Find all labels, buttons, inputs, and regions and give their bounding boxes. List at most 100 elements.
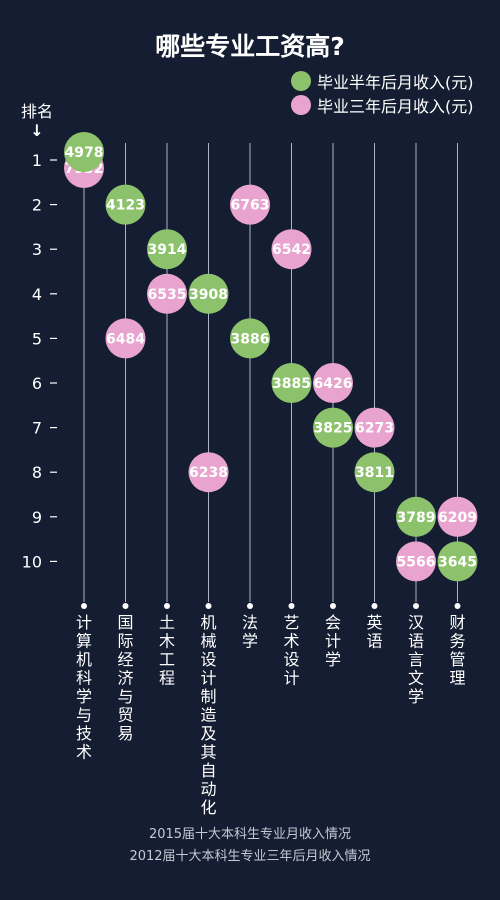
bubble-three-year-label: 6273 bbox=[355, 421, 394, 437]
major-column-dot bbox=[81, 603, 87, 609]
major-column-dot bbox=[247, 603, 253, 609]
bubble-half-year-label: 3914 bbox=[148, 242, 187, 258]
major-label-char: 算 bbox=[76, 632, 92, 651]
bubbles: 7932648465356238676365426426627355666209… bbox=[64, 132, 478, 582]
rank-tick-label: 10 bbox=[22, 552, 42, 571]
rank-tick-label: 2 bbox=[32, 196, 42, 215]
bubble-half-year bbox=[313, 407, 353, 448]
major-label-char: 法 bbox=[242, 613, 258, 632]
major-label-char: 务 bbox=[449, 632, 465, 651]
bubble-three-year bbox=[396, 541, 436, 582]
major-label-char: 贸 bbox=[117, 706, 133, 725]
footnote-2: 2012届十大本科生专业三年后月收入情况 bbox=[129, 849, 370, 864]
bubble-three-year bbox=[188, 452, 229, 493]
major-label-char: 土 bbox=[159, 613, 175, 632]
major-label-char: 设 bbox=[200, 650, 216, 669]
bubble-half-year bbox=[396, 496, 436, 537]
bubble-three-year bbox=[271, 229, 312, 270]
bubble-half-year bbox=[230, 318, 270, 359]
major-label-char: 机 bbox=[76, 650, 92, 669]
major-columns: 计算机科学与技术国际经济与贸易土木工程机械设计制造及其自动化法学艺术设计会计学英… bbox=[76, 143, 466, 817]
major-column-dot bbox=[330, 603, 336, 609]
bubble-three-year bbox=[313, 363, 353, 403]
bubble-half-year-label: 3825 bbox=[314, 421, 353, 437]
major-label-char: 文 bbox=[408, 669, 424, 688]
major-label-char: 英 bbox=[366, 613, 382, 632]
bubble-three-year-label: 6426 bbox=[314, 376, 353, 392]
major-label-char: 语 bbox=[408, 632, 424, 651]
major-label-char: 学 bbox=[76, 687, 92, 706]
major-label-char: 技 bbox=[76, 724, 92, 743]
bubble-half-year-label: 3789 bbox=[397, 510, 436, 526]
rank-tick-label: 3 bbox=[32, 240, 42, 259]
bubble-three-year-label: 6542 bbox=[272, 242, 311, 258]
major-label-char: 计 bbox=[76, 613, 92, 632]
bubble-half-year-label: 3885 bbox=[272, 376, 311, 392]
bubble-half-year-label: 3886 bbox=[231, 331, 270, 347]
legend: 毕业半年后月收入(元) 毕业三年后月收入(元) bbox=[291, 71, 474, 116]
legend-swatch-half-year bbox=[291, 71, 311, 91]
major-label: 会计学 bbox=[325, 613, 341, 669]
major-label-char: 计 bbox=[325, 632, 341, 651]
rank-axis-label: 排名 bbox=[21, 102, 53, 121]
major-column-dot bbox=[454, 603, 461, 609]
major-label-char: 学 bbox=[242, 632, 258, 651]
major-label-char: 自 bbox=[200, 761, 216, 780]
bubble-half-year bbox=[354, 452, 395, 493]
bubble-half-year bbox=[437, 541, 478, 582]
major-column-dot bbox=[122, 603, 129, 609]
major-label-char: 动 bbox=[200, 780, 216, 799]
rank-tick-label: 6 bbox=[32, 374, 42, 393]
major-label-char: 与 bbox=[76, 706, 92, 725]
bubble-half-year bbox=[271, 363, 312, 403]
major-label-char: 际 bbox=[117, 632, 133, 651]
bubble-three-year-label: 6535 bbox=[148, 287, 187, 303]
major-label-char: 制 bbox=[200, 687, 216, 706]
bubble-half-year-label: 4978 bbox=[65, 145, 104, 161]
major-label-char: 汉 bbox=[408, 613, 424, 632]
major-label-char: 计 bbox=[283, 669, 299, 688]
major-label-char: 机 bbox=[200, 613, 216, 632]
rank-tick-label: 5 bbox=[32, 329, 42, 348]
major-label-char: 术 bbox=[283, 632, 299, 651]
bubble-half-year bbox=[188, 273, 229, 314]
major-column-dot bbox=[205, 603, 212, 609]
rank-tick-label: 9 bbox=[32, 508, 42, 527]
bubble-three-year-label: 6484 bbox=[106, 331, 145, 347]
bubble-three-year-label: 6238 bbox=[189, 465, 228, 481]
major-label-char: 设 bbox=[283, 650, 299, 669]
bubble-three-year bbox=[354, 407, 395, 448]
bubble-half-year-label: 3811 bbox=[355, 465, 394, 481]
bubble-three-year bbox=[437, 496, 478, 537]
major-label-char: 会 bbox=[325, 613, 341, 632]
major-label-char: 与 bbox=[117, 687, 133, 706]
rank-tick-label: 4 bbox=[32, 285, 42, 304]
rank-tick-label: 7 bbox=[32, 419, 42, 438]
major-label-char: 其 bbox=[200, 743, 216, 762]
major-label-char: 科 bbox=[76, 669, 92, 688]
major-column-dot bbox=[164, 603, 170, 609]
major-label-char: 化 bbox=[200, 798, 216, 817]
bubble-three-year bbox=[230, 184, 270, 225]
major-label-char: 木 bbox=[159, 632, 175, 651]
major-label-char: 学 bbox=[408, 687, 424, 706]
major-column-dot bbox=[288, 603, 295, 609]
legend-label-half-year: 毕业半年后月收入(元) bbox=[317, 73, 474, 92]
major-label-char: 及 bbox=[200, 724, 216, 743]
major-label-char: 经 bbox=[117, 650, 133, 669]
bubble-three-year bbox=[105, 318, 146, 359]
major-label-char: 言 bbox=[408, 650, 424, 669]
rank-tick-label: 8 bbox=[32, 463, 42, 482]
major-label-char: 计 bbox=[200, 669, 216, 688]
bubble-half-year-label: 3645 bbox=[438, 554, 477, 570]
major-label-char: 械 bbox=[200, 632, 216, 651]
major-label-char: 财 bbox=[449, 613, 465, 632]
footnote-1: 2015届十大本科生专业月收入情况 bbox=[149, 827, 351, 842]
